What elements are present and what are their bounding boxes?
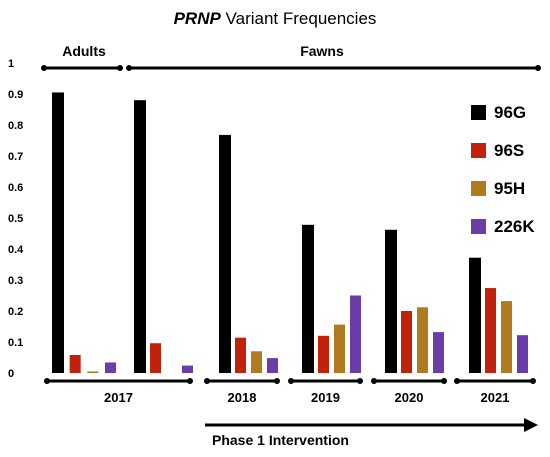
year-axis-dot [274, 378, 280, 384]
year-label: 2017 [104, 390, 133, 405]
bar-226K-2017-fawns [182, 365, 193, 373]
adults-bracket-end-left [41, 65, 47, 71]
y-tick-label: 0.8 [8, 120, 23, 132]
bar-96G-2018 [219, 134, 231, 373]
fawns-bracket-end-right [535, 65, 541, 71]
bar-226K-2020 [433, 332, 444, 373]
year-axis-dot [187, 378, 193, 384]
y-tick-label: 0.9 [8, 89, 23, 101]
year-axis-dot [357, 378, 363, 384]
adults-bracket-end-right [117, 65, 123, 71]
group-label-fawns: Fawns [300, 43, 344, 59]
bar-96S-2017-adults [69, 355, 81, 373]
bar-96S-2017-fawns [150, 343, 161, 373]
y-tick-label: 0.5 [8, 213, 23, 225]
legend-label-95H: 95H [494, 179, 525, 198]
bar-226K-2021 [517, 335, 528, 373]
bar-96S-2021 [485, 288, 496, 373]
legend-label-226K: 226K [494, 217, 535, 236]
year-label: 2020 [395, 390, 424, 405]
year-axis-dot [441, 378, 447, 384]
bar-96G-2017-adults [52, 92, 64, 373]
bar-96G-2019 [302, 224, 314, 373]
bar-96S-2018 [235, 337, 246, 373]
y-tick-label: 0.6 [8, 182, 23, 194]
bars [52, 92, 528, 373]
year-axis: 2017 2018 2019 2020 2021 [44, 378, 536, 405]
legend-swatch-95H [471, 181, 486, 196]
year-label: 2018 [228, 390, 257, 405]
bar-96G-2020 [385, 229, 397, 373]
bar-226K-2017-adults [105, 362, 116, 373]
legend-label-96G: 96G [494, 103, 526, 122]
legend-swatch-226K [471, 219, 486, 234]
year-label: 2019 [311, 390, 340, 405]
bar-96G-2021 [469, 257, 481, 373]
y-tick-label: 0.3 [8, 275, 23, 287]
legend-label-96S: 96S [494, 141, 524, 160]
year-axis-dot [530, 378, 536, 384]
y-axis: 0 0.1 0.2 0.3 0.4 0.5 0.6 0.7 0.8 0.9 1 [8, 58, 24, 380]
bar-226K-2019 [350, 295, 361, 373]
phase-label: Phase 1 Intervention [212, 432, 349, 448]
y-tick-label: 0.1 [8, 337, 23, 349]
y-tick-label: 0.2 [8, 306, 23, 318]
fawns-bracket-end-left [126, 65, 132, 71]
y-tick-label: 0 [8, 368, 14, 380]
chart-title-italic: PRNP [174, 9, 222, 28]
year-axis-dot [44, 378, 50, 384]
year-axis-dot [288, 378, 294, 384]
year-axis-dot [454, 378, 460, 384]
phase-arrow-head [524, 418, 538, 432]
year-axis-dot [371, 378, 377, 384]
bar-95H-2018 [251, 351, 262, 373]
y-tick-label: 0.7 [8, 151, 23, 163]
group-label-adults: Adults [62, 43, 106, 59]
y-tick-label: 1 [8, 58, 14, 70]
bar-95H-2020 [417, 307, 428, 373]
y-tick-label: 0.4 [8, 244, 24, 256]
bar-226K-2018 [267, 358, 278, 373]
chart-title: PRNP Variant Frequencies [174, 9, 377, 28]
year-label: 2021 [481, 390, 510, 405]
legend-swatch-96S [471, 143, 486, 158]
bar-95H-2021 [501, 301, 512, 373]
chart-title-rest: Variant Frequencies [221, 9, 377, 28]
legend: 96G 96S 95H 226K [471, 103, 535, 236]
bar-95H-2017-adults [87, 371, 99, 373]
bar-96S-2019 [318, 335, 329, 373]
year-axis-dot [204, 378, 210, 384]
bar-96S-2020 [401, 311, 412, 373]
legend-swatch-96G [471, 105, 486, 120]
bar-95H-2019 [334, 324, 345, 373]
bar-96G-2017-fawns [134, 100, 146, 373]
